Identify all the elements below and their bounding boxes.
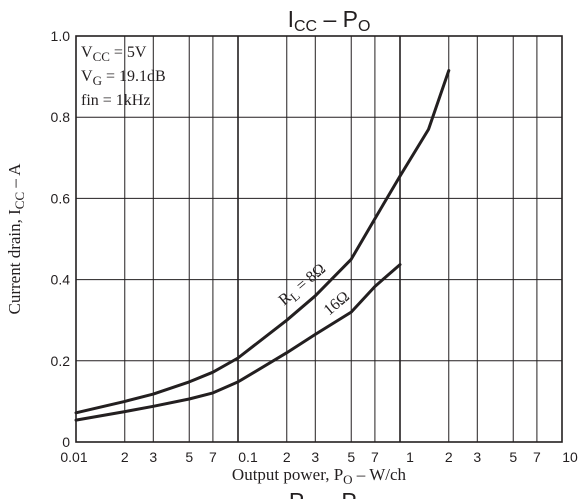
x-tick-label: 2: [445, 449, 453, 465]
y-tick-label: 0.8: [51, 109, 71, 125]
condition-vcc: VCC = 5V: [81, 44, 147, 64]
y-tick-label: 0.2: [51, 353, 71, 369]
x-tick-label: 0.1: [238, 449, 258, 465]
x-tick-label: 2: [121, 449, 129, 465]
y-tick-label: 0: [62, 434, 70, 450]
x-tick-label: 10: [562, 449, 578, 465]
x-tick-label: 7: [533, 449, 541, 465]
x-tick-label: 1: [406, 449, 414, 465]
series-line-8ohm: [74, 69, 451, 415]
condition-vg: VG = 19.1dB: [81, 68, 166, 88]
x-axis-tick-labels: 0.01 2 3 5 7 0.1 2 3 5 7 1 2 3 5 7 10: [60, 449, 578, 465]
conditions-box: VCC = 5V VG = 19.1dB fin = 1kHz: [81, 44, 166, 109]
x-tick-label: 0.01: [60, 449, 87, 465]
series-line-16ohm: [74, 263, 402, 422]
chart-title: ICC – PO: [288, 6, 371, 35]
x-tick-label: 3: [149, 449, 157, 465]
y-axis-label: Current drain, ICC – A: [5, 163, 27, 315]
y-tick-label: 1.0: [51, 28, 71, 44]
x-tick-label: 5: [347, 449, 355, 465]
x-tick-label: 5: [185, 449, 193, 465]
x-tick-label: 3: [473, 449, 481, 465]
grid: [76, 36, 562, 442]
x-tick-label: 2: [283, 449, 291, 465]
series-lines: [74, 69, 451, 422]
y-tick-label: 0.4: [51, 272, 71, 288]
y-axis-tick-labels: 0 0.2 0.4 0.6 0.8 1.0: [51, 28, 71, 450]
y-tick-label: 0.6: [51, 190, 71, 206]
x-tick-label: 5: [509, 449, 517, 465]
x-tick-label: 3: [311, 449, 319, 465]
footer-title: PD – PO: [289, 488, 369, 499]
x-tick-label: 7: [371, 449, 379, 465]
plot-frame: [75, 35, 563, 443]
x-tick-label: 7: [209, 449, 217, 465]
condition-fin: fin = 1kHz: [81, 92, 150, 109]
x-axis-label: Output power, PO – W/ch: [232, 465, 407, 487]
